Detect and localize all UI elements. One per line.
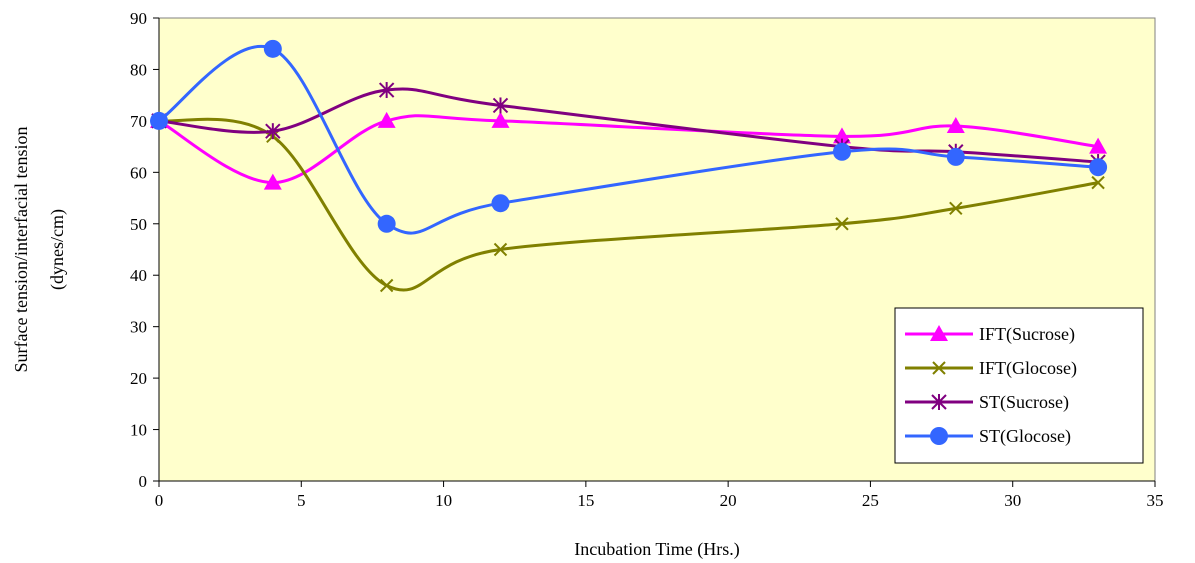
y-axis-label: Surface tension/interfacial tension <box>11 127 31 373</box>
x-axis-label: Incubation Time (Hrs.) <box>574 539 740 560</box>
data-point <box>493 242 508 257</box>
data-point <box>263 173 282 190</box>
marker-stroke <box>932 361 946 375</box>
data-point <box>377 214 396 233</box>
y-tick-label: 10 <box>130 421 147 440</box>
data-point <box>946 147 965 166</box>
legend-marker <box>932 361 946 375</box>
data-point <box>1089 158 1108 177</box>
x-tick-label: 15 <box>577 491 594 510</box>
y-axis-label-units: (dynes/cm) <box>47 209 68 290</box>
data-point <box>263 39 282 58</box>
data-point <box>1091 175 1105 190</box>
x-tick-label: 0 <box>155 491 164 510</box>
x-tick-label: 20 <box>720 491 737 510</box>
legend-item: ST(Sucrose) <box>905 392 1069 413</box>
legend-item: ST(Glocose) <box>905 426 1071 447</box>
y-tick-label: 40 <box>130 266 147 285</box>
marker-stroke <box>379 278 394 293</box>
data-point <box>946 117 965 134</box>
data-point <box>491 194 510 213</box>
axes: 0 10 20 30 40 50 60 70 80 90 0 5 10 15 20 25 30 35 <box>130 9 1164 510</box>
data-point <box>835 217 849 231</box>
legend-label: ST(Sucrose) <box>979 392 1069 413</box>
legend-label: IFT(Glocose) <box>979 358 1077 379</box>
marker-stroke <box>493 242 508 257</box>
legend-marker <box>931 394 947 410</box>
y-tick-label: 20 <box>130 369 147 388</box>
y-tick-label: 60 <box>130 163 147 182</box>
data-point <box>379 278 394 293</box>
legend: IFT(Sucrose) IFT(Glocose) ST(Sucrose) ST(Gl… <box>894 307 1144 464</box>
y-tick-label: 70 <box>130 112 147 131</box>
x-tick-label: 35 <box>1147 491 1164 510</box>
x-tick-label: 10 <box>435 491 452 510</box>
data-point <box>832 142 851 161</box>
legend-label: ST(Glocose) <box>979 426 1071 447</box>
x-tick-label: 25 <box>862 491 879 510</box>
legend-marker <box>930 325 948 341</box>
marker-stroke <box>1091 175 1105 190</box>
series-layer <box>150 39 1108 293</box>
series-4 <box>150 39 1108 235</box>
legend-label: IFT(Sucrose) <box>979 324 1075 345</box>
data-point <box>377 111 396 128</box>
data-point <box>265 123 281 140</box>
y-tick-label: 80 <box>130 60 147 79</box>
data-point <box>491 111 510 128</box>
legend-item: IFT(Glocose) <box>905 358 1077 379</box>
data-point <box>492 97 509 114</box>
data-point <box>832 127 851 144</box>
marker-stroke <box>949 201 963 216</box>
legend-marker <box>930 427 948 445</box>
y-tick-label: 0 <box>139 472 148 491</box>
data-point <box>1089 137 1108 154</box>
y-tick-label: 90 <box>130 9 147 28</box>
data-point <box>949 201 963 216</box>
data-point <box>378 82 395 99</box>
legend-item: IFT(Sucrose) <box>905 324 1075 345</box>
y-tick-label: 50 <box>130 215 147 234</box>
data-point <box>150 111 168 130</box>
x-tick-label: 30 <box>1004 491 1021 510</box>
y-tick-label: 30 <box>130 318 147 337</box>
x-tick-label: 5 <box>297 491 306 510</box>
marker-stroke <box>835 217 849 231</box>
